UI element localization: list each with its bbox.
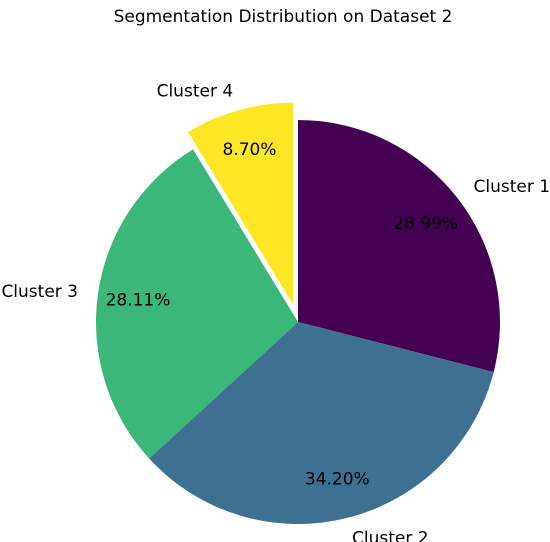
pie-slices — [95, 102, 500, 524]
pie-slice-4 — [188, 102, 294, 305]
pie-labels: Cluster 1 28.99% Cluster 2 34.20% Cluster 3 2… — [1, 82, 550, 542]
slice-label-3: Cluster 3 — [1, 282, 78, 302]
slice-percent-4: 8.70% — [223, 140, 277, 160]
pie-slice-3 — [95, 149, 298, 459]
slice-percent-2: 34.20% — [305, 470, 370, 490]
slice-label-4: Cluster 4 — [157, 82, 234, 102]
slice-label-1: Cluster 1 — [474, 177, 550, 197]
slice-percent-3: 28.11% — [106, 290, 171, 310]
slice-label-2: Cluster 2 — [352, 529, 429, 542]
slice-percent-1: 28.99% — [393, 214, 458, 234]
pie-slice-2 — [149, 322, 494, 524]
chart-title: Segmentation Distribution on Dataset 2 — [114, 7, 453, 27]
pie-slice-1 — [298, 120, 500, 373]
